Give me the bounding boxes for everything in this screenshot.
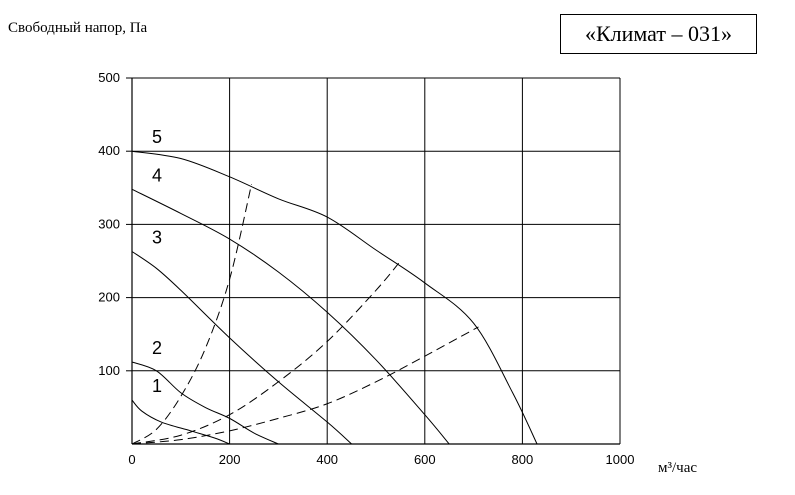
fan-curve-2 bbox=[131, 361, 279, 445]
y-tick-label-300: 300 bbox=[98, 216, 120, 231]
curve-label-5: 5 bbox=[152, 127, 162, 147]
y-axis-title: Свободный напор, Па bbox=[8, 20, 148, 36]
curve-label-2: 2 bbox=[152, 338, 162, 358]
y-tick-label-200: 200 bbox=[98, 290, 120, 305]
x-tick-label-400: 400 bbox=[316, 452, 338, 467]
model-badge: «Климат – 031» bbox=[560, 14, 757, 54]
network-curve-2 bbox=[131, 260, 401, 445]
fan-curve-5 bbox=[131, 150, 538, 445]
curve-label-4: 4 bbox=[152, 165, 162, 185]
y-tick-label-100: 100 bbox=[98, 363, 120, 378]
x-tick-label-800: 800 bbox=[512, 452, 534, 467]
fan-curve-3 bbox=[131, 251, 352, 445]
x-tick-label-200: 200 bbox=[219, 452, 241, 467]
curve-label-3: 3 bbox=[152, 227, 162, 247]
y-tick-label-500: 500 bbox=[98, 70, 120, 85]
x-tick-label-0: 0 bbox=[128, 452, 135, 467]
x-tick-label-1000: 1000 bbox=[606, 452, 635, 467]
fan-curve-4 bbox=[131, 188, 450, 445]
network-curve-3 bbox=[131, 326, 479, 445]
y-tick-label-400: 400 bbox=[98, 143, 120, 158]
network-curve-1 bbox=[131, 184, 253, 445]
x-tick-label-600: 600 bbox=[414, 452, 436, 467]
curve-label-1: 1 bbox=[152, 376, 162, 396]
x-axis-unit: м³/час bbox=[658, 460, 698, 476]
fan-curve-1 bbox=[131, 399, 230, 445]
